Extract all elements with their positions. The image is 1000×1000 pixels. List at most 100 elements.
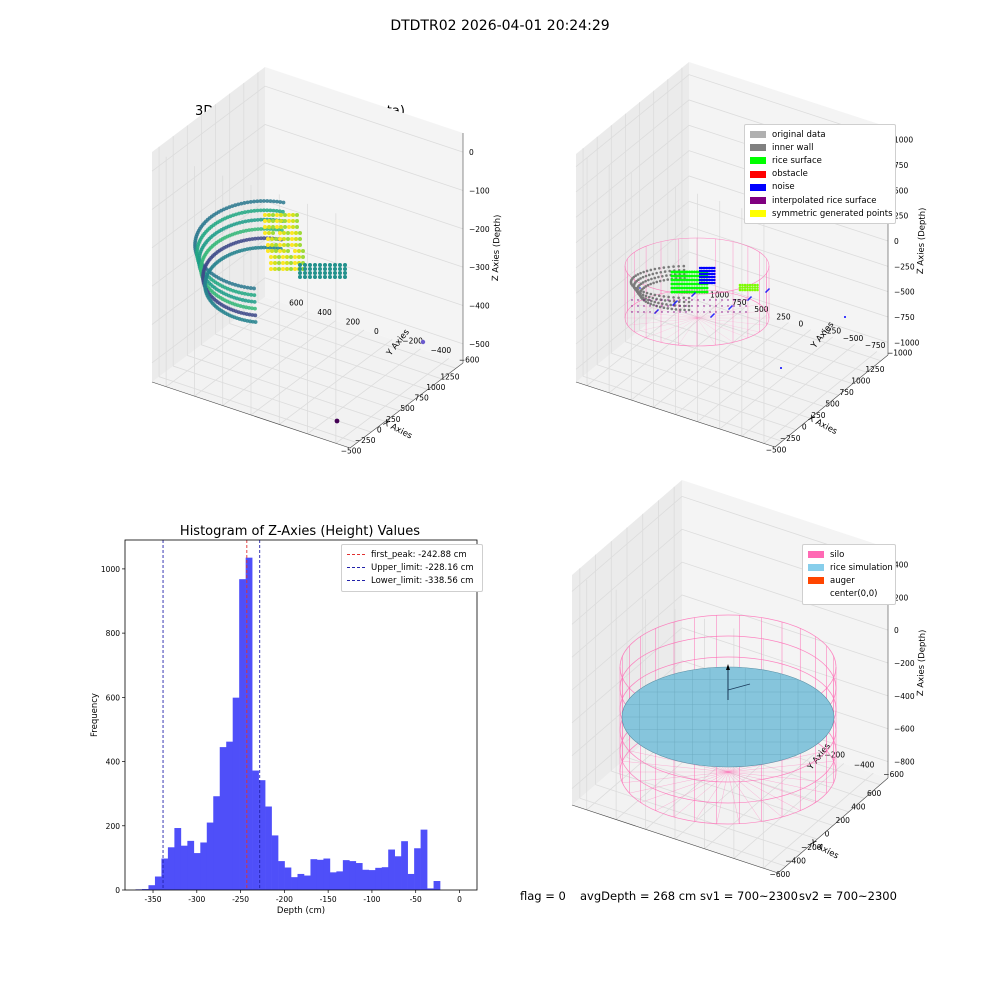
cls-inner-wall-point bbox=[672, 265, 675, 268]
raw-point-high bbox=[293, 267, 297, 271]
raw-point-high bbox=[267, 231, 271, 235]
raw-point-high bbox=[278, 243, 282, 247]
cls-interp-point bbox=[721, 305, 723, 307]
cls-interp-point bbox=[733, 305, 735, 307]
raw-ygrid bbox=[307, 348, 421, 435]
cls-rice-point bbox=[753, 288, 757, 292]
cls-rice-point bbox=[670, 278, 674, 282]
cls-noise-point bbox=[676, 300, 678, 302]
raw-point bbox=[298, 267, 302, 271]
cls-interp-point bbox=[715, 305, 717, 307]
raw-point-high bbox=[270, 237, 274, 241]
sim-silo-spoke bbox=[727, 771, 762, 822]
raw-point-high bbox=[271, 219, 275, 223]
raw-point bbox=[253, 313, 258, 318]
cls-inner-wall-point bbox=[650, 299, 653, 303]
raw-point bbox=[243, 291, 247, 296]
sim-silo-spoke bbox=[716, 771, 729, 824]
raw-point bbox=[237, 297, 242, 302]
raw-xtick-label: 1250 bbox=[440, 372, 459, 381]
raw-point-high bbox=[279, 219, 283, 223]
legend-rice-surface: rice surface bbox=[750, 154, 890, 167]
hist-xtick-label: -100 bbox=[363, 895, 380, 904]
cls-inner-wall-point bbox=[683, 308, 686, 312]
sim-silo-spoke bbox=[655, 771, 729, 811]
cls-inner-wall-point bbox=[646, 283, 650, 287]
raw-point bbox=[308, 275, 312, 279]
cls-rice-point bbox=[678, 278, 681, 282]
cls-interp-point bbox=[715, 299, 717, 301]
raw-point bbox=[328, 263, 332, 267]
sim-silo-spoke bbox=[727, 760, 834, 773]
raw-point bbox=[298, 275, 302, 279]
cls-noise-point bbox=[673, 303, 675, 305]
legend-swatch bbox=[808, 551, 824, 559]
raw-point bbox=[250, 306, 254, 311]
raw-point bbox=[265, 208, 270, 213]
raw-point bbox=[237, 220, 242, 225]
cls-rice-point bbox=[695, 270, 699, 274]
sim-xtick-label: −400 bbox=[785, 857, 806, 866]
cls-noise-point bbox=[710, 316, 712, 318]
raw-point-high bbox=[297, 255, 301, 259]
cls-noise-point bbox=[729, 307, 731, 309]
cls-inner-wall-point bbox=[677, 264, 680, 268]
cls-rice-point bbox=[695, 290, 699, 294]
cls-interp-point bbox=[739, 305, 741, 307]
raw-point bbox=[258, 208, 263, 213]
raw-point bbox=[253, 236, 258, 241]
raw-point bbox=[252, 218, 257, 223]
cls-rice-point bbox=[680, 270, 684, 274]
raw-point bbox=[258, 199, 263, 203]
legend-symmetric: symmetric generated points bbox=[750, 207, 893, 220]
hist-bar bbox=[394, 856, 402, 890]
raw-point-high bbox=[289, 255, 293, 259]
raw-point-high bbox=[287, 225, 291, 229]
simulation-legend: silo rice simulation auger center(0,0) bbox=[802, 544, 896, 605]
raw-point-high bbox=[281, 261, 285, 265]
cls-rice-point bbox=[673, 274, 676, 278]
cls-rice-point bbox=[751, 283, 754, 287]
raw-point-high bbox=[283, 225, 287, 229]
raw-outlier-point bbox=[420, 339, 426, 345]
raw-point bbox=[240, 210, 244, 215]
raw-point bbox=[240, 298, 245, 302]
raw-point bbox=[271, 208, 276, 213]
raw-3d-plot: −500−250025050075010001250−600−400−20002… bbox=[151, 67, 503, 456]
sim-ztick-label: −800 bbox=[894, 758, 915, 767]
raw-outlier-point bbox=[334, 418, 340, 424]
raw-point bbox=[249, 292, 254, 297]
raw-point bbox=[246, 219, 251, 223]
hist-bar bbox=[291, 877, 298, 890]
raw-point bbox=[313, 267, 317, 271]
cls-interp-point bbox=[697, 305, 699, 307]
hist-bar bbox=[375, 867, 383, 890]
raw-point bbox=[313, 271, 317, 275]
raw-point-high bbox=[295, 225, 299, 229]
cls-inner-wall-point bbox=[663, 299, 667, 302]
cls-ytick-label: −750 bbox=[865, 341, 886, 350]
legend-line bbox=[347, 580, 365, 582]
sim-silo-spoke bbox=[622, 771, 729, 784]
cls-rice-point bbox=[751, 286, 754, 289]
cls-inner-wall-point bbox=[652, 303, 655, 307]
raw-edge bbox=[151, 381, 351, 449]
raw-point-high bbox=[270, 249, 274, 253]
cls-rice-point bbox=[698, 286, 701, 290]
cls-rice-point bbox=[680, 286, 684, 290]
raw-point bbox=[234, 221, 239, 226]
raw-point bbox=[253, 246, 258, 250]
cls-ztick-label: −1000 bbox=[894, 338, 920, 347]
cls-silo-spoke bbox=[696, 317, 760, 333]
raw-point bbox=[303, 271, 307, 275]
raw-point bbox=[243, 219, 248, 224]
hist-bar bbox=[349, 861, 357, 890]
cls-rice-point bbox=[756, 288, 759, 292]
hist-ytick-label: 1000 bbox=[101, 565, 120, 574]
cls-ygrid bbox=[741, 343, 856, 437]
cls-rice-point bbox=[690, 286, 694, 290]
cls-rice-point bbox=[695, 286, 699, 290]
cls-inner-wall-point bbox=[661, 302, 664, 306]
cls-silo-spoke bbox=[634, 317, 698, 333]
cls-ygrid bbox=[763, 351, 878, 444]
